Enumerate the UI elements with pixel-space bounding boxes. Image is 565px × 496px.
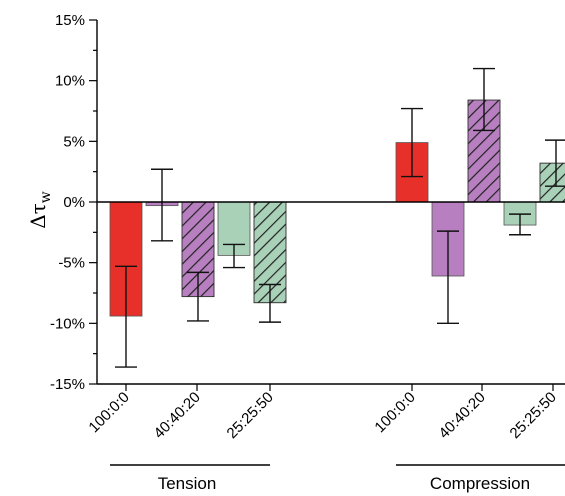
y-tick-label: 0% — [63, 194, 85, 211]
y-tick-label: -10% — [50, 315, 85, 332]
x-tick-label: 100:0:0 — [85, 389, 132, 436]
group-label-compression: Compression — [430, 474, 530, 493]
group-label-tension: Tension — [158, 474, 217, 493]
y-tick-label: -5% — [58, 255, 85, 272]
x-tick-label: 40:40:20 — [151, 389, 204, 442]
x-tick-label: 25:25:50 — [224, 389, 277, 442]
y-tick-label: 10% — [55, 73, 85, 90]
y-axis-label: Δτw — [26, 191, 54, 229]
y-tick-label: -15% — [50, 376, 85, 393]
x-tick-label: 40:40:20 — [436, 389, 489, 442]
y-tick-label: 15% — [55, 12, 85, 29]
x-tick-label: 100:0:0 — [371, 389, 418, 436]
bars-layer — [109, 67, 565, 368]
bar-hatch-compression-4 — [539, 162, 565, 203]
x-tick-label: 25:25:50 — [507, 389, 560, 442]
y-tick-label: 5% — [63, 133, 85, 150]
